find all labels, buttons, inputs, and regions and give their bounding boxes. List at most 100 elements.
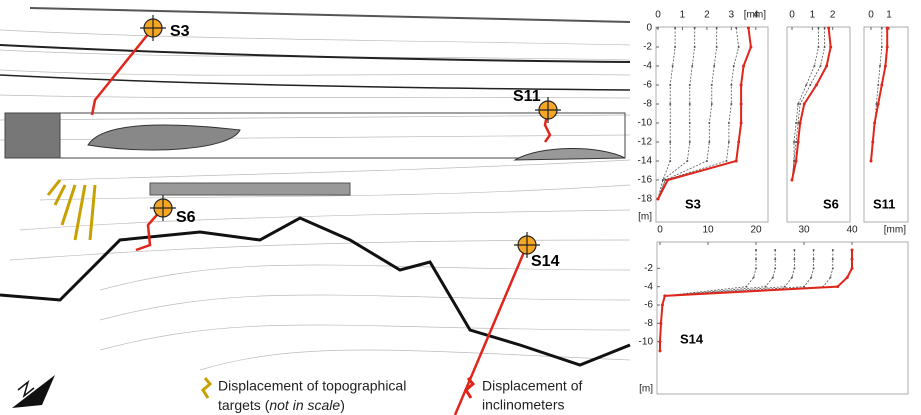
y-unit: [m] xyxy=(638,212,652,223)
profile-point xyxy=(740,103,743,106)
profile-point xyxy=(829,277,831,279)
profile-point xyxy=(832,258,834,260)
profile-point xyxy=(657,198,660,201)
profile-point xyxy=(747,27,750,30)
x-unit: [mm] xyxy=(884,225,906,236)
chart-title: S11 xyxy=(873,196,895,211)
profile-point xyxy=(851,258,854,261)
legend-text: Displacement of topographical xyxy=(218,378,406,394)
y-tick-label: -6 xyxy=(644,300,653,311)
profile-point xyxy=(881,27,883,29)
profile-point xyxy=(791,277,793,279)
profile-point xyxy=(793,267,795,269)
profile-point xyxy=(713,65,715,67)
chart-title: S14 xyxy=(680,331,704,346)
profile-point xyxy=(791,179,794,182)
chart-title: S6 xyxy=(823,196,839,211)
profile-point xyxy=(730,103,732,105)
profile-point xyxy=(674,46,676,48)
profile-point xyxy=(689,122,691,124)
x-tick-label: 3 xyxy=(729,10,735,21)
profile-point xyxy=(735,27,737,29)
profile-point xyxy=(817,46,819,48)
profile-point xyxy=(851,249,854,252)
profile-point xyxy=(689,84,691,86)
profile-point xyxy=(827,27,830,30)
profile-point xyxy=(803,103,806,106)
profile-point xyxy=(772,277,774,279)
profile-point xyxy=(749,46,752,49)
profile-point xyxy=(753,277,755,279)
profile-point xyxy=(813,65,815,67)
profile-point xyxy=(659,340,662,343)
profile-point xyxy=(686,160,688,162)
legend-text: inclinometers xyxy=(482,397,564,413)
y-tick-label: -8 xyxy=(644,318,653,329)
profile-point xyxy=(886,27,889,30)
x-unit: [mm] xyxy=(744,10,766,21)
x-tick-label: 0 xyxy=(655,10,661,21)
chart-title: S3 xyxy=(685,196,701,211)
profile-point xyxy=(871,141,874,144)
profile-point xyxy=(728,141,730,143)
profile-point xyxy=(795,122,797,124)
profile-point xyxy=(738,46,740,48)
profile-point xyxy=(880,84,883,87)
profile-point xyxy=(832,267,834,269)
profile-point xyxy=(815,84,818,87)
y-tick-label: -14 xyxy=(638,156,653,167)
profile-point xyxy=(725,160,727,162)
profile-point xyxy=(881,46,883,48)
profile-point xyxy=(755,258,757,260)
y-tick-label: -6 xyxy=(643,80,652,91)
plot-frame xyxy=(657,242,908,394)
x-tick-label: 0 xyxy=(657,225,663,236)
profile-point xyxy=(733,65,735,67)
profile-point xyxy=(813,267,815,269)
profile-point xyxy=(716,46,718,48)
y-tick-label: -2 xyxy=(643,42,652,53)
profile-point xyxy=(669,122,671,124)
profile-point xyxy=(813,258,815,260)
profile-point xyxy=(824,46,826,48)
plot-frame xyxy=(787,27,850,222)
displacement-profile xyxy=(658,28,675,199)
profile-point xyxy=(846,276,849,279)
profile-point xyxy=(674,27,676,29)
y-tick-label: 0 xyxy=(646,23,652,34)
x-tick-label: 1 xyxy=(810,10,816,21)
x-tick-label: 2 xyxy=(704,10,710,21)
profile-point xyxy=(774,249,776,251)
legend-text: targets (not in scale) xyxy=(218,397,345,413)
y-tick-label: -12 xyxy=(638,137,653,148)
y-tick-label: -8 xyxy=(643,99,652,110)
profile-point xyxy=(774,258,776,260)
profile-point xyxy=(793,249,795,251)
profile-point xyxy=(765,286,767,288)
profile-point xyxy=(810,277,812,279)
profile-point xyxy=(877,103,880,106)
y-unit: [m] xyxy=(639,384,653,395)
profile-point xyxy=(745,286,747,288)
legend-text: Displacement of xyxy=(482,378,582,394)
profile-point xyxy=(708,141,710,143)
x-tick-label: 1 xyxy=(680,10,686,21)
profile-point xyxy=(805,84,807,86)
profile-point xyxy=(742,65,745,68)
profile-point xyxy=(884,65,887,68)
legend-icon-targets xyxy=(203,378,210,398)
y-tick-label: -16 xyxy=(638,175,653,186)
x-tick-label: 20 xyxy=(750,225,762,236)
profile-point xyxy=(836,285,839,288)
profile-point xyxy=(672,65,674,67)
site-plan xyxy=(0,8,630,415)
profile-point xyxy=(691,65,693,67)
y-tick-label: -10 xyxy=(639,336,654,347)
profile-point xyxy=(877,84,879,86)
profile-point xyxy=(824,27,826,29)
profile-point xyxy=(793,258,795,260)
profile-point xyxy=(669,141,671,143)
profile-point xyxy=(689,141,691,143)
station-label: S14 xyxy=(531,253,560,270)
displacement-profile xyxy=(660,250,775,351)
